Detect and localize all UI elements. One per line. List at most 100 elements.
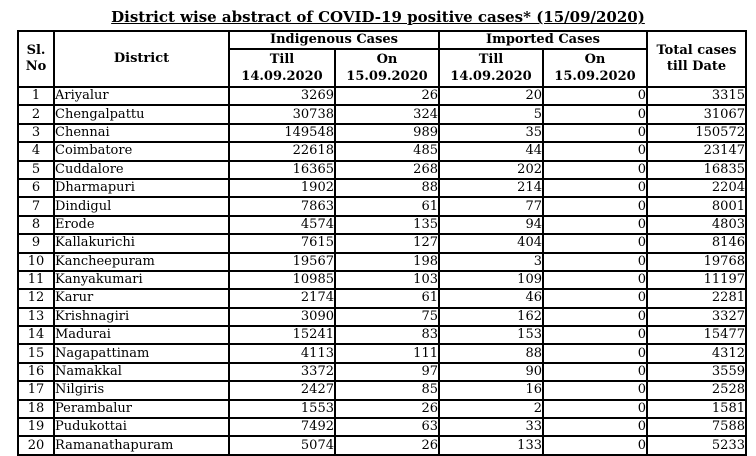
cell-imported-on: 0 xyxy=(542,306,648,328)
table-row: 7 Dindigul 7863 61 77 0 8001 xyxy=(17,196,747,217)
cell-imported-on: 0 xyxy=(542,417,648,438)
header-imported-till: Till 14.09.2020 xyxy=(438,48,544,88)
cell-imported-on: 0 xyxy=(542,85,648,107)
cell-imported-till: 214 xyxy=(438,177,544,199)
cell-indigenous-till: 10985 xyxy=(228,269,336,291)
cell-imported-on: 0 xyxy=(542,177,648,199)
table-row: 4 Coimbatore 22618 485 44 0 23147 xyxy=(17,141,747,162)
cell-imported-on: 0 xyxy=(542,361,648,383)
cell-sl-no: 14 xyxy=(17,325,55,346)
cell-indigenous-on: 26 xyxy=(334,435,440,456)
cell-total: 4803 xyxy=(646,214,747,236)
cell-indigenous-till: 16365 xyxy=(228,159,336,180)
header-sl-no: Sl. No xyxy=(17,30,55,88)
table-row: 15 Nagapattinam 4113 111 88 0 4312 xyxy=(17,343,747,364)
cell-imported-till: 404 xyxy=(438,233,544,254)
cell-total: 150572 xyxy=(646,122,747,144)
cell-district: Perambalur xyxy=(53,398,230,420)
cell-indigenous-on: 485 xyxy=(334,141,440,162)
cell-total: 15477 xyxy=(646,325,747,346)
cell-imported-till: 162 xyxy=(438,306,544,328)
cell-indigenous-on: 26 xyxy=(334,398,440,420)
table-row: 13 Krishnagiri 3090 75 162 0 3327 xyxy=(17,306,747,328)
cell-imported-on: 0 xyxy=(542,325,648,346)
cell-sl-no: 6 xyxy=(17,177,55,199)
table-row: 2 Chengalpattu 30738 324 5 0 31067 xyxy=(17,104,747,125)
cell-district: Ariyalur xyxy=(53,85,230,107)
cell-imported-till: 2 xyxy=(438,398,544,420)
cell-district: Chennai xyxy=(53,122,230,144)
cell-total: 3559 xyxy=(646,361,747,383)
cell-indigenous-on: 103 xyxy=(334,269,440,291)
cell-indigenous-till: 1902 xyxy=(228,177,336,199)
table-row: 16 Namakkal 3372 97 90 0 3559 xyxy=(17,361,747,383)
cell-imported-till: 153 xyxy=(438,325,544,346)
cell-imported-till: 202 xyxy=(438,159,544,180)
cell-district: Erode xyxy=(53,214,230,236)
cell-total: 7588 xyxy=(646,417,747,438)
cell-total: 8001 xyxy=(646,196,747,217)
cell-imported-till: 94 xyxy=(438,214,544,236)
header-imported-on: On 15.09.2020 xyxy=(542,48,648,88)
cell-indigenous-till: 1553 xyxy=(228,398,336,420)
cell-total: 5233 xyxy=(646,435,747,456)
cell-sl-no: 12 xyxy=(17,288,55,309)
cell-district: Nilgiris xyxy=(53,380,230,401)
header-total-cases: Total cases till Date xyxy=(646,30,747,88)
cell-sl-no: 10 xyxy=(17,251,55,272)
cell-imported-on: 0 xyxy=(542,159,648,180)
cell-imported-on: 0 xyxy=(542,196,648,217)
cell-indigenous-on: 324 xyxy=(334,104,440,125)
cell-indigenous-on: 26 xyxy=(334,85,440,107)
cell-imported-till: 16 xyxy=(438,380,544,401)
table-row: 20 Ramanathapuram 5074 26 133 0 5233 xyxy=(17,435,747,456)
cell-total: 11197 xyxy=(646,269,747,291)
cell-indigenous-on: 61 xyxy=(334,288,440,309)
cell-indigenous-till: 5074 xyxy=(228,435,336,456)
cell-sl-no: 5 xyxy=(17,159,55,180)
cell-district: Pudukottai xyxy=(53,417,230,438)
page-title: District wise abstract of COVID-19 posit… xyxy=(111,8,645,26)
cell-total: 19768 xyxy=(646,251,747,272)
table-row: 11 Kanyakumari 10985 103 109 0 11197 xyxy=(17,269,747,291)
cell-indigenous-till: 3090 xyxy=(228,306,336,328)
cell-indigenous-on: 198 xyxy=(334,251,440,272)
cell-sl-no: 19 xyxy=(17,417,55,438)
cell-sl-no: 9 xyxy=(17,233,55,254)
cell-total: 2204 xyxy=(646,177,747,199)
table-row: 5 Cuddalore 16365 268 202 0 16835 xyxy=(17,159,747,180)
table-row: 14 Madurai 15241 83 153 0 15477 xyxy=(17,325,747,346)
cell-total: 3327 xyxy=(646,306,747,328)
cell-sl-no: 20 xyxy=(17,435,55,456)
cell-indigenous-on: 135 xyxy=(334,214,440,236)
cell-indigenous-on: 61 xyxy=(334,196,440,217)
cell-indigenous-till: 7863 xyxy=(228,196,336,217)
cell-district: Karur xyxy=(53,288,230,309)
table-row: 19 Pudukottai 7492 63 33 0 7588 xyxy=(17,417,747,438)
cell-imported-till: 33 xyxy=(438,417,544,438)
cell-imported-on: 0 xyxy=(542,269,648,291)
cell-sl-no: 18 xyxy=(17,398,55,420)
cell-imported-till: 3 xyxy=(438,251,544,272)
cell-sl-no: 2 xyxy=(17,104,55,125)
header-indigenous-on: On 15.09.2020 xyxy=(334,48,440,88)
cell-district: Dindigul xyxy=(53,196,230,217)
table-row: 12 Karur 2174 61 46 0 2281 xyxy=(17,288,747,309)
cell-imported-till: 20 xyxy=(438,85,544,107)
header-indigenous-cases: Indigenous Cases xyxy=(228,30,440,50)
cell-district: Coimbatore xyxy=(53,141,230,162)
cell-imported-on: 0 xyxy=(542,343,648,364)
cell-district: Cuddalore xyxy=(53,159,230,180)
cell-imported-on: 0 xyxy=(542,214,648,236)
cell-indigenous-on: 75 xyxy=(334,306,440,328)
cell-indigenous-on: 97 xyxy=(334,361,440,383)
cell-imported-till: 35 xyxy=(438,122,544,144)
cell-total: 8146 xyxy=(646,233,747,254)
cell-indigenous-till: 22618 xyxy=(228,141,336,162)
cell-district: Krishnagiri xyxy=(53,306,230,328)
header-indigenous-till: Till 14.09.2020 xyxy=(228,48,336,88)
cell-imported-till: 46 xyxy=(438,288,544,309)
cell-imported-on: 0 xyxy=(542,233,648,254)
cell-total: 3315 xyxy=(646,85,747,107)
